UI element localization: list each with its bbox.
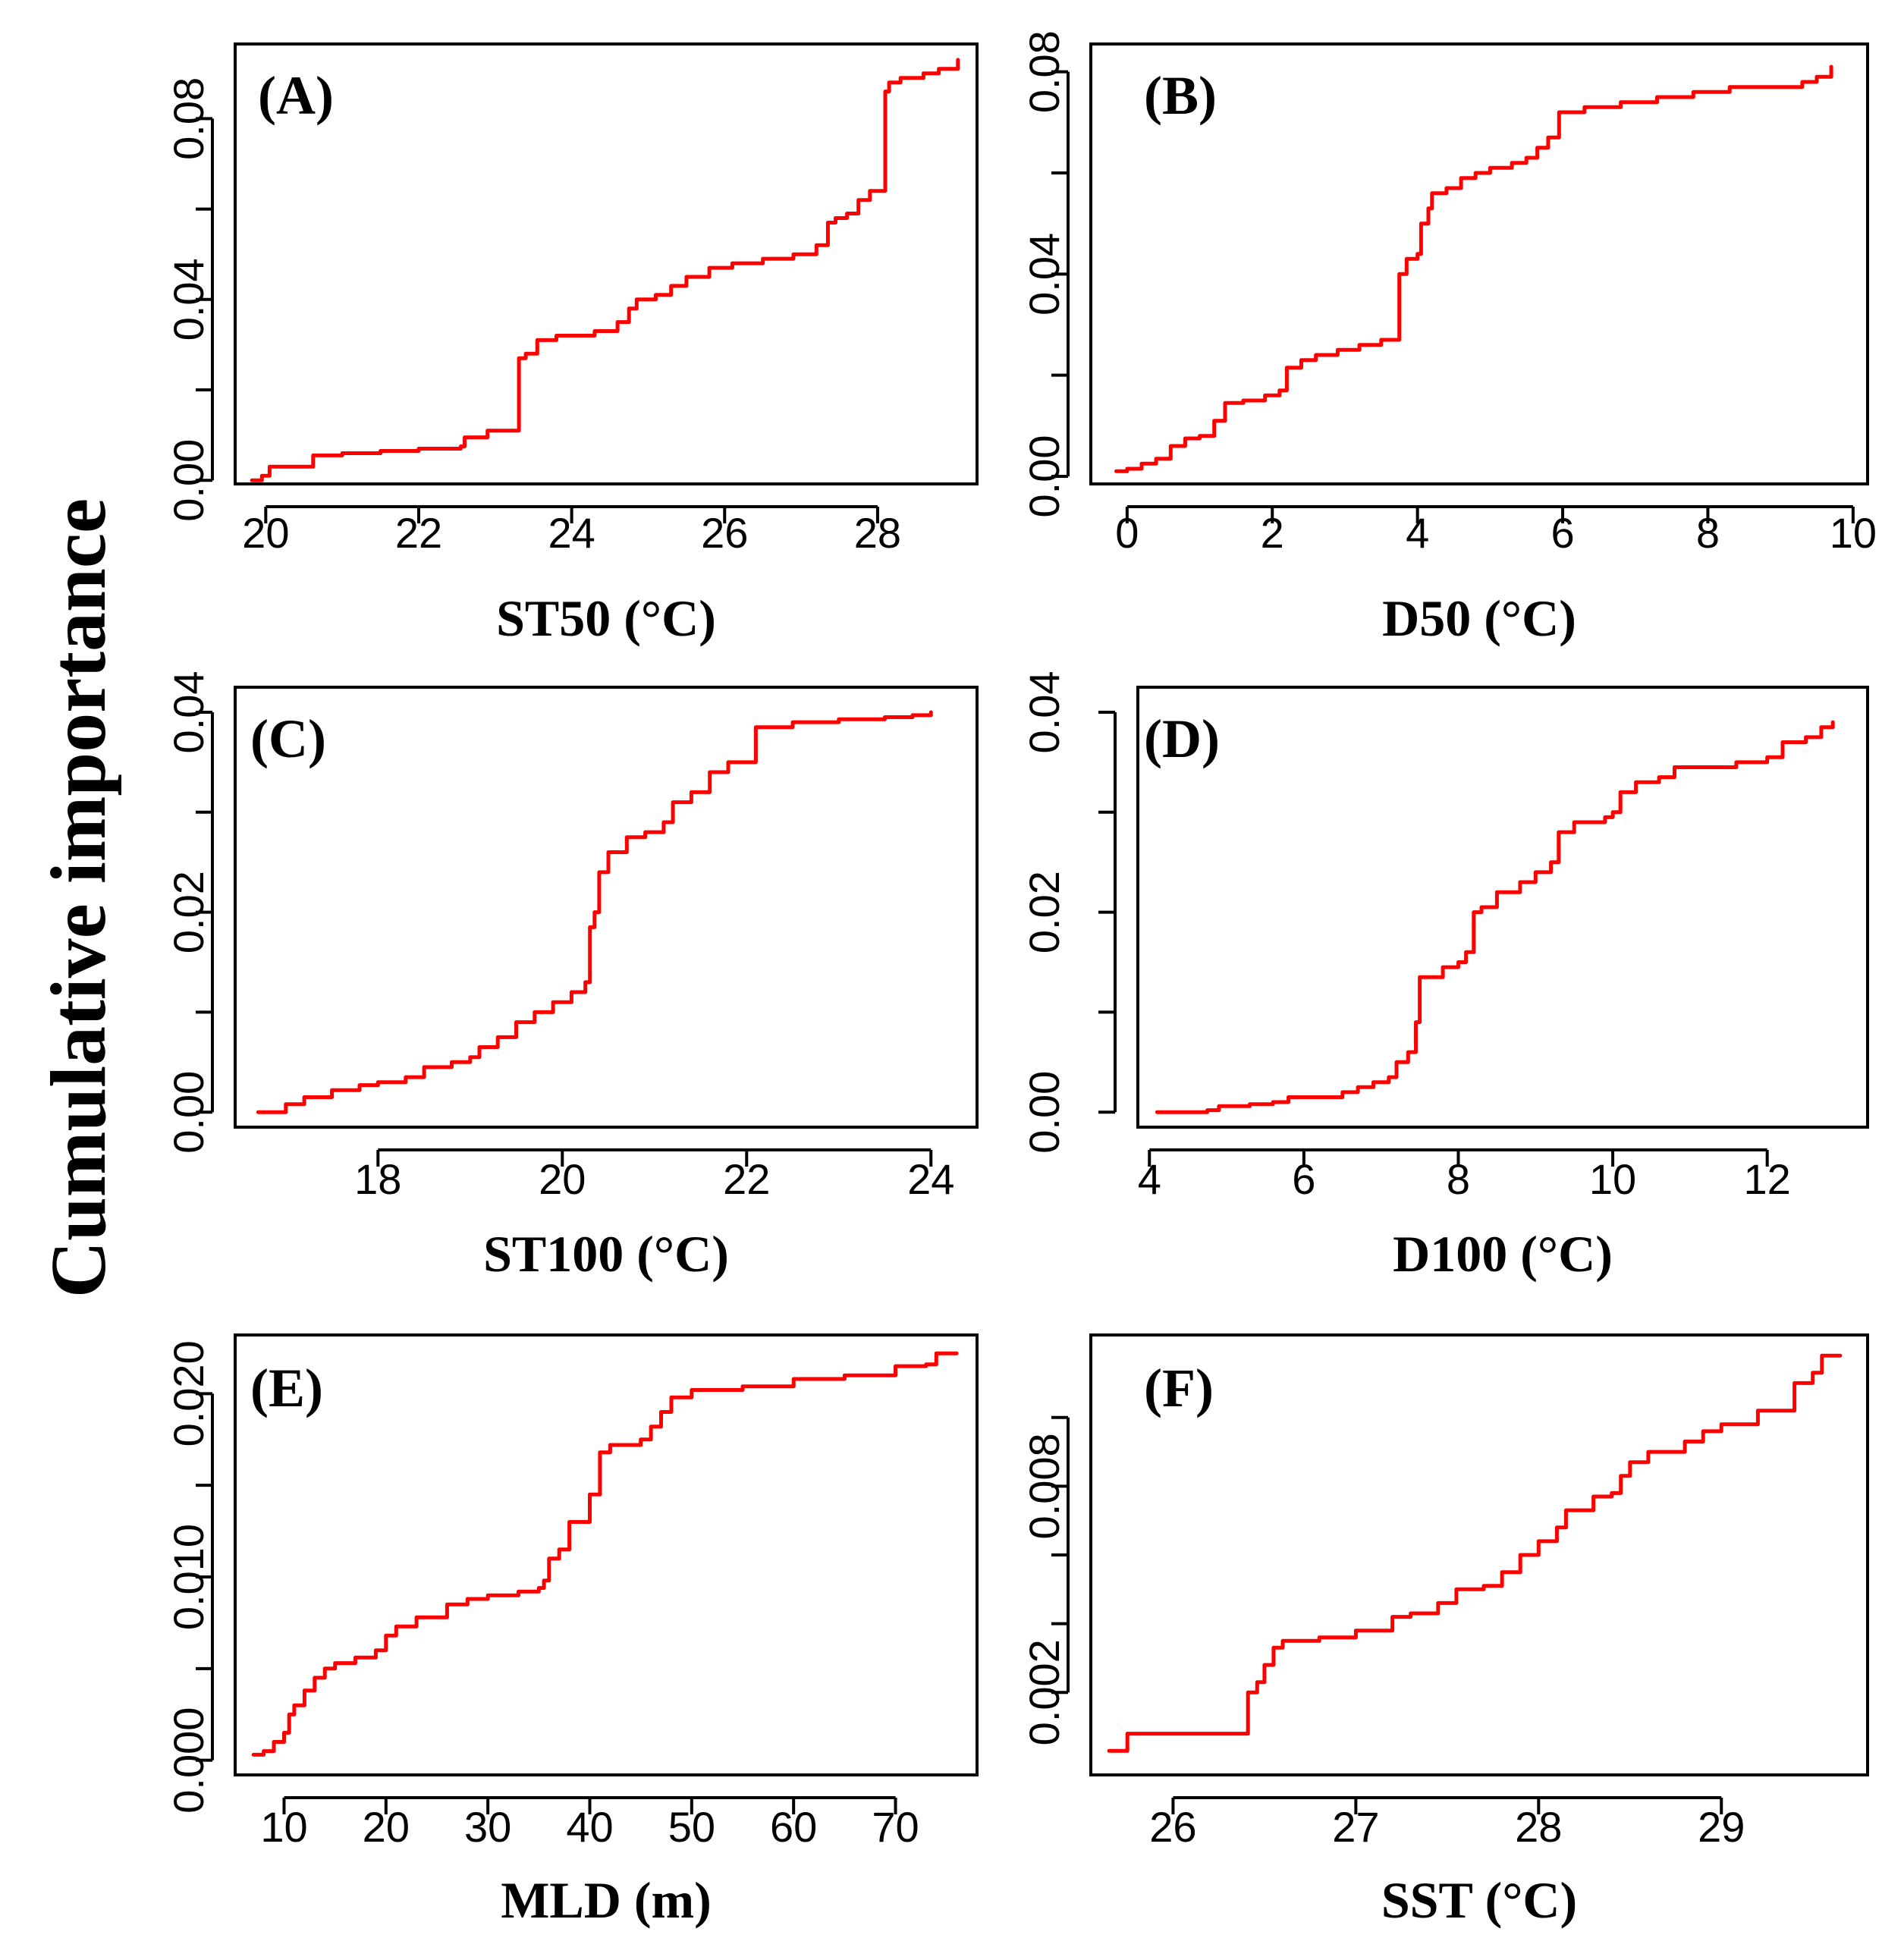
series-line-st50 [250,58,960,482]
x-tick-label: 30 [464,1803,511,1851]
x-axis: 0 2 4 6 8 10 [1115,505,1877,557]
y-axis: 0.00 0.04 0.08 [1020,30,1070,518]
y-tick-label: 0.020 [165,1340,212,1446]
x-axis-label: MLD (m) [501,1871,712,1929]
y-tick-label: 0.00 [165,439,212,522]
x-tick-label: 8 [1696,509,1720,557]
y-tick-label: 0.04 [1020,233,1068,316]
x-axis: 20 22 24 26 28 [242,505,901,557]
series-line-d50 [1114,64,1833,473]
series-line-mld [251,1351,959,1757]
panel-label: (C) [250,708,326,769]
y-tick-label: 0.010 [165,1524,212,1630]
y-tick-label: 0.04 [1020,671,1068,753]
x-axis-label: ST50 (°C) [496,589,716,647]
y-axis: 0.002 0.008 [1020,1415,1070,1745]
plot-frame [234,42,979,485]
x-tick-label: 26 [701,509,748,557]
panel-label: (D) [1144,708,1220,769]
y-tick-label: 0.04 [165,258,212,341]
panel-e: 10 20 30 40 50 60 70 MLD (m) 0.000 0.010 0.020 (E) [165,1333,979,1929]
x-tick-label: 24 [907,1155,954,1203]
y-axis: 0.00 0.02 0.04 [1020,671,1117,1154]
y-tick-label: 0.02 [165,871,212,953]
panel-a: 20 22 24 26 28 ST50 (°C) 0.00 0.04 0.08 (A) [165,42,979,647]
x-tick-label: 40 [566,1803,613,1851]
x-tick-label: 12 [1744,1155,1791,1203]
series-line-sst [1107,1353,1843,1753]
x-tick-label: 29 [1698,1803,1745,1851]
x-tick-label: 70 [872,1803,919,1851]
panel-b: 0 2 4 6 8 10 D50 (°C) 0.00 0.04 0.08 (B) [1020,30,1877,647]
plot-frame [1089,42,1869,485]
x-tick-label: 20 [363,1803,410,1851]
y-axis: 0.000 0.010 0.020 [165,1340,214,1814]
x-tick-label: 10 [260,1803,307,1851]
x-tick-label: 10 [1830,509,1877,557]
y-tick-label: 0.008 [1020,1433,1068,1539]
x-axis-label: D100 (°C) [1393,1225,1613,1283]
x-tick-label: 8 [1447,1155,1470,1203]
y-tick-label: 0.00 [1020,435,1068,518]
plot-frame [234,686,979,1129]
y-tick-label: 0.08 [1020,30,1068,113]
panel-label: (A) [258,65,334,126]
x-axis: 26 27 28 29 [1149,1796,1745,1851]
y-tick-label: 0.000 [165,1707,212,1814]
x-tick-label: 28 [854,509,901,557]
x-tick-label: 24 [548,509,595,557]
x-axis-label: D50 (°C) [1382,589,1576,647]
y-axis: 0.00 0.02 0.04 [165,671,214,1154]
x-axis: 10 20 30 40 50 60 70 [260,1796,919,1851]
x-tick-label: 20 [539,1155,586,1203]
x-tick-label: 20 [242,509,289,557]
panel-label: (F) [1144,1358,1214,1418]
panel-f: 26 27 28 29 SST (°C) 0.002 0.008 (F) [1020,1333,1869,1929]
x-axis-label: SST (°C) [1381,1871,1577,1929]
y-axis-title: Cumulative importance [35,498,122,1298]
y-tick-label: 0.04 [165,671,212,753]
y-tick-label: 0.00 [1020,1071,1068,1154]
panel-c: 18 20 22 24 ST100 (°C) 0.00 0.02 0.04 (C) [165,671,979,1283]
plot-frame [1089,1333,1869,1776]
plot-frame [1136,686,1869,1129]
x-tick-label: 26 [1149,1803,1196,1851]
x-tick-label: 50 [668,1803,715,1851]
plot-frame [234,1333,979,1776]
x-tick-label: 18 [354,1155,401,1203]
x-tick-label: 27 [1332,1803,1379,1851]
panel-label: (E) [250,1358,323,1418]
series-line-d100 [1155,720,1835,1114]
x-tick-label: 4 [1406,509,1429,557]
x-tick-label: 10 [1589,1155,1636,1203]
x-tick-label: 2 [1261,509,1284,557]
panel-d: 4 6 8 10 12 D100 (°C) 0.00 0.02 0.04 (D) [1020,671,1869,1283]
y-tick-label: 0.08 [165,77,212,160]
x-tick-label: 6 [1551,509,1574,557]
x-tick-label: 0 [1115,509,1139,557]
x-axis: 4 6 8 10 12 [1138,1148,1791,1203]
x-axis: 18 20 22 24 [354,1148,954,1203]
y-axis: 0.00 0.04 0.08 [165,77,214,522]
series-line-st100 [256,710,933,1114]
x-tick-label: 4 [1138,1155,1161,1203]
x-tick-label: 28 [1515,1803,1562,1851]
x-tick-label: 60 [770,1803,817,1851]
x-axis-label: ST100 (°C) [483,1225,729,1283]
y-tick-label: 0.02 [1020,871,1068,953]
y-tick-label: 0.00 [165,1071,212,1154]
panel-label: (B) [1144,65,1217,126]
x-tick-label: 22 [723,1155,770,1203]
y-tick-label: 0.002 [1020,1639,1068,1745]
x-tick-label: 22 [395,509,442,557]
x-tick-label: 6 [1292,1155,1315,1203]
